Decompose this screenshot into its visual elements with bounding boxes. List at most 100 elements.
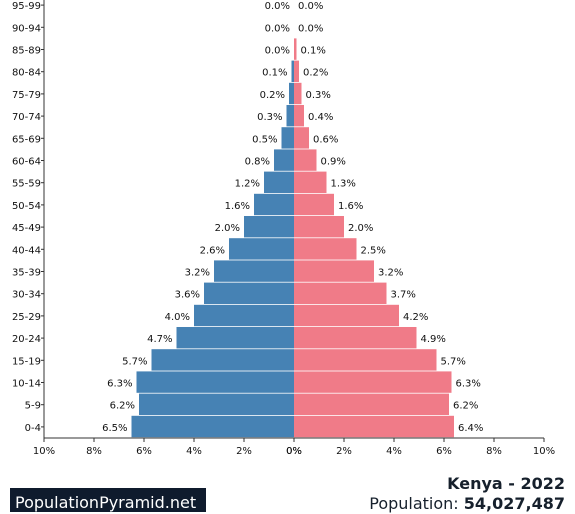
x-tick-label-left-2: 6% <box>136 446 152 457</box>
male-value-label-95-99: 0.0% <box>265 1 290 12</box>
x-tick-label-right-2: 4% <box>386 446 402 457</box>
male-bar-30-34 <box>204 282 294 304</box>
female-value-label-90-94: 0.0% <box>298 23 323 34</box>
male-bar-15-19 <box>151 349 294 371</box>
female-value-label-40-44: 2.5% <box>361 245 386 256</box>
male-value-label-90-94: 0.0% <box>265 23 290 34</box>
female-bars <box>294 38 454 438</box>
female-bar-0-4 <box>294 415 454 438</box>
female-value-label-5-9: 6.2% <box>453 401 478 412</box>
female-bar-30-34 <box>294 282 387 304</box>
male-value-label-15-19: 5.7% <box>122 356 147 367</box>
male-bars <box>131 60 294 438</box>
population-label: Population: <box>369 494 459 513</box>
female-bar-45-49 <box>294 216 344 238</box>
female-bar-80-84 <box>294 60 299 82</box>
male-value-label-65-69: 0.5% <box>252 134 277 145</box>
male-bar-45-49 <box>244 216 294 238</box>
female-value-label-30-34: 3.7% <box>391 290 416 301</box>
male-value-label-30-34: 3.6% <box>175 290 200 301</box>
female-value-label-25-29: 4.2% <box>403 312 428 323</box>
y-axis: 95-99 90-94 85-89 80-84 75-79 70-74 65-69 60-64… <box>12 0 45 438</box>
age-label-30-34: 30-34 <box>12 290 41 301</box>
age-label-90-94: 90-94 <box>12 23 41 34</box>
age-label-35-39: 35-39 <box>12 268 41 279</box>
male-value-label-0-4: 6.5% <box>102 423 127 434</box>
male-value-label-25-29: 4.0% <box>165 312 190 323</box>
x-tick-label-right-4: 8% <box>486 446 502 457</box>
population-pyramid-chart: 0.0% 0.0% 0.0% 0.0% 0.0% 0.1% 0.1% 0.2% 0.2% 0.3%… <box>12 0 555 457</box>
female-bar-65-69 <box>294 127 309 149</box>
female-bar-15-19 <box>294 349 437 371</box>
age-label-25-29: 25-29 <box>12 312 41 323</box>
female-bar-60-64 <box>294 149 317 171</box>
female-bar-55-59 <box>294 171 327 193</box>
female-value-label-20-24: 4.9% <box>421 334 446 345</box>
male-bar-65-69 <box>281 127 294 149</box>
age-label-5-9: 5-9 <box>25 401 41 412</box>
chart-title: Kenya - 2022 <box>447 474 565 493</box>
female-value-label-15-19: 5.7% <box>441 356 466 367</box>
female-value-label-60-64: 0.9% <box>321 157 346 168</box>
chart-title-block: Kenya - 2022 Population: 54,027,487 <box>369 474 565 514</box>
male-bar-50-54 <box>254 193 294 216</box>
male-bar-5-9 <box>139 393 294 415</box>
age-label-70-74: 70-74 <box>12 112 41 123</box>
x-tick-label-right-3: 6% <box>436 446 452 457</box>
male-bar-35-39 <box>214 260 294 282</box>
x-tick-label-right-5: 10% <box>533 446 555 457</box>
x-tick-label-right-1: 2% <box>336 446 352 457</box>
female-value-label-55-59: 1.3% <box>331 179 356 190</box>
age-label-55-59: 55-59 <box>12 179 41 190</box>
female-value-label-65-69: 0.6% <box>313 134 338 145</box>
female-bar-10-14 <box>294 371 452 393</box>
age-label-65-69: 65-69 <box>12 134 41 145</box>
male-bar-20-24 <box>176 327 294 349</box>
age-label-95-99: 95-99 <box>12 1 41 12</box>
age-label-0-4: 0-4 <box>25 423 41 434</box>
x-axis: 10% 8% 6% 4% 2% 0%0% 2% 4% 6% 8% 10% <box>33 437 555 457</box>
x-tick-label-left-1: 8% <box>86 446 102 457</box>
male-value-label-5-9: 6.2% <box>110 401 135 412</box>
female-value-label-70-74: 0.4% <box>308 112 333 123</box>
male-value-label-80-84: 0.1% <box>262 68 287 79</box>
age-label-80-84: 80-84 <box>12 68 41 79</box>
male-value-label-75-79: 0.2% <box>260 90 285 101</box>
male-value-label-50-54: 1.6% <box>225 201 250 212</box>
male-value-label-55-59: 1.2% <box>235 179 260 190</box>
male-bar-0-4 <box>131 415 294 438</box>
female-bar-70-74 <box>294 105 304 127</box>
x-tick-label-left-4: 2% <box>236 446 252 457</box>
male-value-label-85-89: 0.0% <box>265 46 290 57</box>
age-label-20-24: 20-24 <box>12 334 41 345</box>
chart-subtitle: Population: 54,027,487 <box>369 494 565 514</box>
female-bar-25-29 <box>294 304 399 327</box>
female-value-label-45-49: 2.0% <box>348 223 373 234</box>
age-label-10-14: 10-14 <box>12 379 41 390</box>
male-bar-55-59 <box>264 171 294 193</box>
female-value-label-85-89: 0.1% <box>301 46 326 57</box>
female-value-label-0-4: 6.4% <box>458 423 483 434</box>
female-bar-20-24 <box>294 327 417 349</box>
female-value-label-50-54: 1.6% <box>338 201 363 212</box>
population-value: 54,027,487 <box>463 494 565 513</box>
female-value-label-95-99: 0.0% <box>298 1 323 12</box>
female-bar-5-9 <box>294 393 449 415</box>
male-bar-25-29 <box>194 304 294 327</box>
x-tick-label-right-0: 0% <box>286 446 302 457</box>
x-tick-label-left-0: 10% <box>33 446 55 457</box>
brand-logo[interactable]: PopulationPyramid.net <box>10 488 207 512</box>
value-labels: 0.0% 0.0% 0.0% 0.0% 0.0% 0.1% 0.1% 0.2% 0.2% 0.3%… <box>102 1 483 434</box>
male-value-label-10-14: 6.3% <box>107 379 132 390</box>
x-tick-label-left-3: 4% <box>186 446 202 457</box>
age-label-60-64: 60-64 <box>12 157 41 168</box>
male-value-label-60-64: 0.8% <box>245 157 270 168</box>
male-bar-80-84 <box>291 60 294 82</box>
age-label-45-49: 45-49 <box>12 223 41 234</box>
male-value-label-40-44: 2.6% <box>200 245 225 256</box>
female-bar-40-44 <box>294 238 357 260</box>
x-tick-label-left-5: 0% <box>286 446 302 457</box>
age-label-85-89: 85-89 <box>12 46 41 57</box>
male-bar-10-14 <box>136 371 294 393</box>
female-bar-50-54 <box>294 193 334 216</box>
